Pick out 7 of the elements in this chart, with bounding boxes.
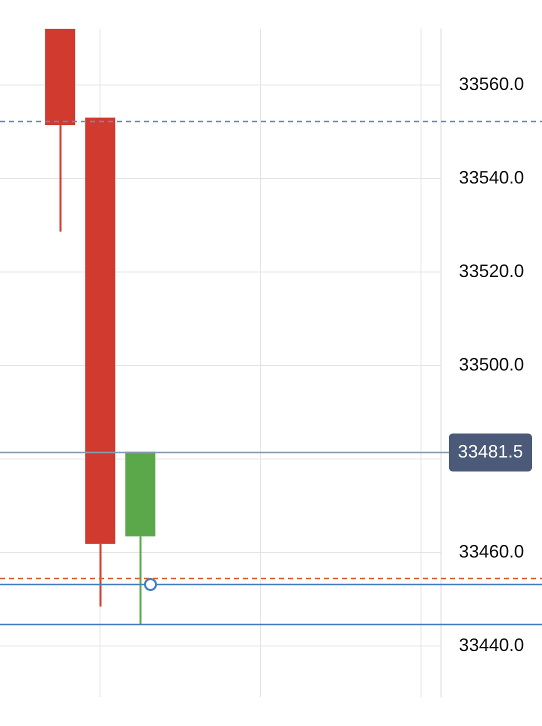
y-tick-label: 33560.0 xyxy=(458,74,524,94)
y-tick-label: 33500.0 xyxy=(458,354,524,374)
y-tick-label: 33540.0 xyxy=(458,167,524,188)
y-tick-label: 33460.0 xyxy=(458,541,524,562)
y-tick-label: 33520.0 xyxy=(458,260,524,281)
ref-line-label: 33481.5 xyxy=(458,441,524,462)
y-tick-label: 33440.0 xyxy=(458,634,524,655)
